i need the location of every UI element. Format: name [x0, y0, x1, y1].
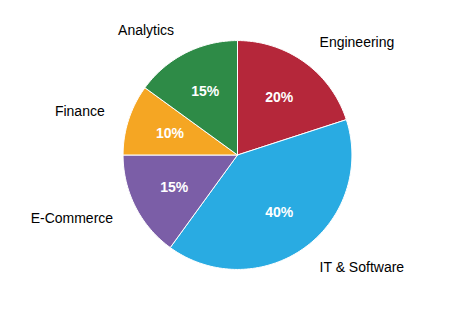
svg-text:10%: 10%	[156, 125, 185, 141]
svg-text:IT & Software: IT & Software	[320, 259, 405, 275]
svg-text:E-Commerce: E-Commerce	[31, 210, 114, 226]
svg-text:40%: 40%	[265, 204, 294, 220]
svg-text:15%: 15%	[160, 179, 189, 195]
svg-text:Finance: Finance	[55, 103, 105, 119]
svg-text:15%: 15%	[191, 83, 220, 99]
svg-text:Engineering: Engineering	[320, 34, 395, 50]
svg-text:Analytics: Analytics	[118, 22, 174, 38]
svg-text:20%: 20%	[265, 89, 294, 105]
